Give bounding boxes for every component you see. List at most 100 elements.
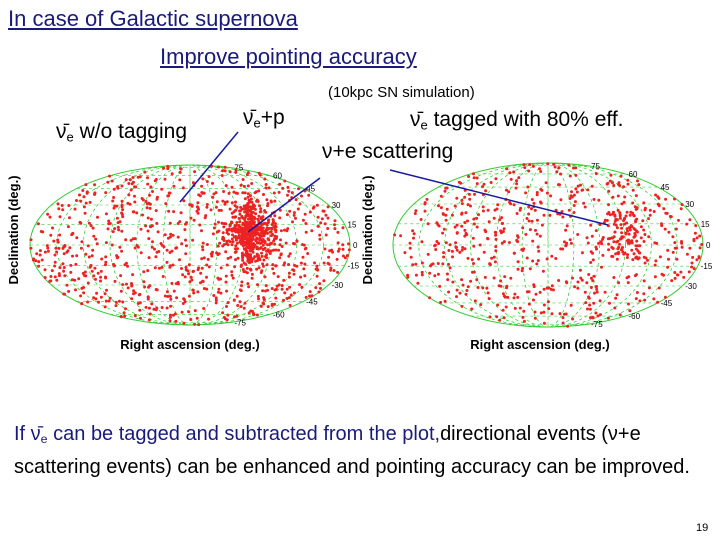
- event-dot: [285, 287, 289, 291]
- event-dot: [224, 184, 228, 188]
- event-dot: [477, 213, 480, 217]
- event-dot: [126, 264, 129, 268]
- event-dot: [571, 276, 574, 280]
- event-dot: [663, 227, 667, 231]
- event-dot: [287, 275, 291, 279]
- event-dot: [279, 238, 282, 242]
- event-dot: [606, 316, 610, 320]
- event-dot: [261, 248, 265, 252]
- event-dot: [235, 294, 239, 298]
- event-dot: [326, 216, 330, 220]
- event-dot: [442, 255, 446, 259]
- event-dot: [660, 222, 663, 226]
- event-dot: [133, 194, 136, 198]
- event-dot: [240, 231, 244, 234]
- event-dot: [200, 184, 204, 188]
- event-dot: [433, 244, 437, 248]
- event-dot: [253, 255, 257, 259]
- event-dot: [673, 241, 677, 245]
- event-dot: [308, 210, 312, 214]
- event-dot: [613, 219, 617, 223]
- event-dot: [343, 256, 347, 260]
- event-dot: [127, 193, 131, 197]
- event-dot: [246, 217, 250, 221]
- event-dot: [292, 269, 296, 272]
- event-dot: [159, 242, 163, 245]
- event-dot: [262, 234, 266, 238]
- event-dot: [257, 297, 260, 301]
- subscript: e: [66, 129, 74, 145]
- event-dot: [304, 222, 308, 225]
- event-dot: [282, 278, 286, 282]
- event-dot: [132, 292, 135, 296]
- event-dot: [163, 294, 167, 298]
- event-dot: [406, 273, 410, 277]
- event-dot: [448, 266, 452, 270]
- event-dot: [589, 286, 593, 289]
- event-dot: [620, 226, 624, 230]
- event-dot: [341, 247, 345, 251]
- event-dot: [619, 237, 623, 241]
- event-dot: [100, 257, 104, 261]
- event-dot: [219, 291, 223, 295]
- event-dot: [261, 264, 265, 268]
- event-dot: [265, 198, 269, 202]
- event-dot: [472, 270, 476, 274]
- event-dot: [231, 233, 234, 237]
- event-dot: [93, 192, 97, 196]
- event-dot: [315, 274, 319, 278]
- event-dot: [135, 211, 139, 215]
- event-dot: [489, 181, 493, 184]
- event-dot: [625, 210, 629, 214]
- event-dot: [483, 275, 487, 279]
- event-dot: [576, 233, 580, 236]
- event-dot: [280, 284, 284, 288]
- event-dot: [131, 176, 135, 179]
- event-dot: [144, 224, 148, 228]
- event-dot: [322, 279, 326, 283]
- event-dot: [594, 229, 598, 233]
- event-dot: [622, 200, 626, 204]
- event-dot: [481, 205, 485, 209]
- event-dot: [238, 212, 242, 216]
- event-dot: [466, 219, 469, 223]
- event-dot: [255, 246, 259, 250]
- event-dot: [310, 229, 314, 233]
- event-dot: [77, 277, 81, 281]
- event-dot: [249, 253, 253, 257]
- event-dot: [475, 225, 479, 229]
- event-dot: [241, 178, 245, 181]
- event-dot: [503, 295, 507, 299]
- event-dot: [114, 300, 118, 304]
- event-dot: [247, 205, 250, 208]
- event-dot: [225, 263, 229, 267]
- event-dot: [626, 229, 629, 233]
- event-dot: [572, 211, 576, 214]
- event-dot: [623, 251, 627, 255]
- event-dot: [278, 216, 282, 220]
- event-dot: [237, 235, 241, 239]
- event-dot: [507, 241, 511, 244]
- event-dot: [245, 252, 249, 256]
- event-dot: [647, 217, 650, 221]
- event-dot: [133, 237, 137, 241]
- event-dot: [266, 237, 270, 241]
- event-dot: [472, 244, 476, 248]
- event-dot: [119, 274, 123, 278]
- event-dot: [124, 307, 127, 311]
- event-dot: [595, 290, 599, 294]
- event-dot: [308, 290, 312, 294]
- event-dot: [227, 239, 231, 243]
- event-dot: [399, 234, 403, 238]
- event-dot: [233, 265, 237, 269]
- event-dot: [184, 252, 188, 256]
- event-dot: [260, 251, 264, 255]
- event-dot: [504, 188, 508, 192]
- event-dot: [92, 274, 96, 278]
- event-dot: [298, 283, 302, 287]
- event-dot: [70, 278, 74, 282]
- event-dot: [43, 276, 47, 279]
- event-dot: [541, 269, 545, 273]
- event-dot: [127, 182, 131, 185]
- event-dot: [246, 184, 250, 188]
